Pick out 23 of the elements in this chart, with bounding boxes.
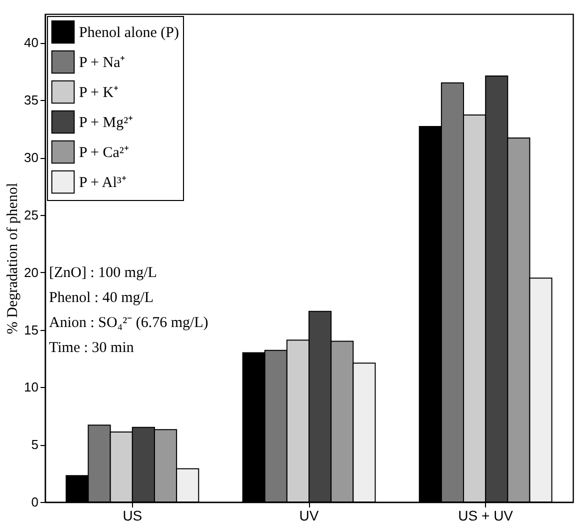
y-tick-label: 30 bbox=[24, 150, 38, 166]
x-tick-label: US + UV bbox=[458, 508, 514, 524]
y-tick-label: 5 bbox=[31, 437, 38, 452]
y-axis-title: % Degradation of phenol bbox=[5, 182, 22, 334]
y-tick-label: 40 bbox=[24, 35, 38, 50]
annotation: Anion : SO₄²⁻ (6.76 mg/L) bbox=[49, 315, 208, 331]
y-tick-label: 10 bbox=[24, 380, 38, 395]
annotation: [ZnO] : 100 mg/L bbox=[49, 265, 157, 281]
y-tick-label: 35 bbox=[24, 92, 38, 108]
legend-label: P + Al³⁺ bbox=[79, 175, 126, 191]
y-tick-label: 25 bbox=[24, 207, 38, 222]
legend-label: Phenol alone (P) bbox=[79, 25, 179, 41]
legend-label: P + Ca²⁺ bbox=[79, 145, 129, 161]
legend-label: P + Mg²⁺ bbox=[79, 115, 134, 131]
x-tick-label: UV bbox=[299, 508, 320, 524]
annotation: Time : 30 min bbox=[49, 340, 134, 356]
legend-label: P + Na⁺ bbox=[79, 55, 126, 71]
y-tick-label: 15 bbox=[24, 322, 38, 338]
y-tick-label: 0 bbox=[31, 494, 38, 510]
annotation: Phenol : 40 mg/L bbox=[49, 290, 154, 306]
x-tick-label: US bbox=[122, 508, 142, 524]
legend-label: P + K⁺ bbox=[79, 85, 119, 101]
y-tick-label: 20 bbox=[24, 264, 38, 280]
